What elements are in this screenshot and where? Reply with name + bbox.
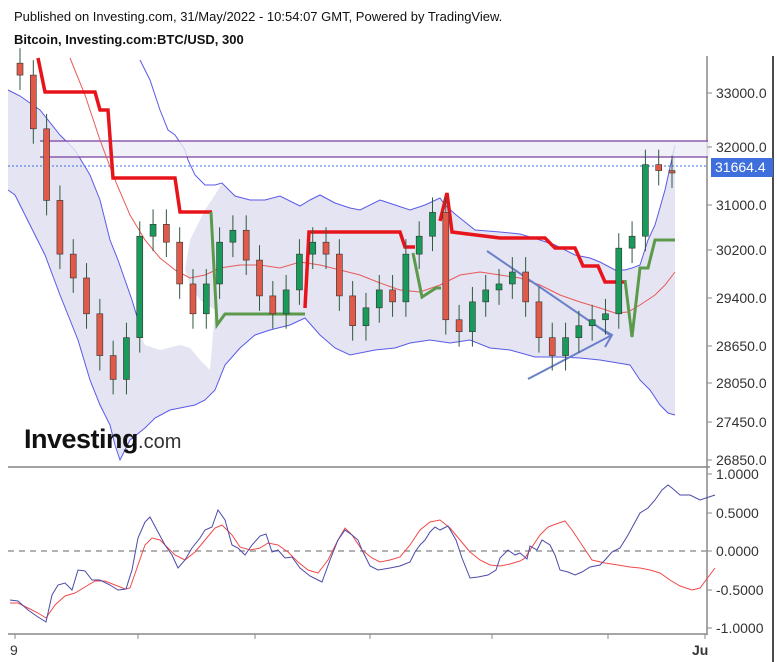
- moving-average-line: [69, 57, 676, 314]
- triangle-arrowhead: [599, 327, 614, 348]
- oscillator-slow-line: [10, 519, 716, 619]
- osc-tick: 0.5000: [716, 505, 759, 521]
- osc-tick: 0.0000: [716, 543, 759, 559]
- time-label: 9: [10, 642, 18, 658]
- price-tick: 26850.0: [716, 452, 767, 468]
- oscillator-axis-ticks: 1.0000 0.5000 0.0000 -0.5000 -1.0000: [707, 466, 764, 636]
- time-label: Ju: [692, 642, 708, 658]
- price-tick: 33000.0: [716, 85, 767, 101]
- price-tick: 27450.0: [716, 414, 767, 430]
- price-tick: 28650.0: [716, 338, 767, 354]
- price-tick: 29400.0: [716, 290, 767, 306]
- last-price-tag: 31664.4: [711, 158, 773, 177]
- price-tick: 32000.0: [716, 139, 767, 155]
- triangle-lower-trendline: [527, 334, 613, 380]
- price-tick: 31000.0: [716, 197, 767, 213]
- osc-tick: 1.0000: [716, 466, 759, 482]
- osc-tick: -1.0000: [716, 620, 764, 636]
- price-axis-ticks: 33000.0 32000.0 31000.0 30200.0 29400.0 …: [707, 85, 767, 468]
- price-tick: 28050.0: [716, 375, 767, 391]
- published-caption: Published on Investing.com, 31/May/2022 …: [14, 9, 503, 24]
- bollinger-upper: [7, 59, 676, 336]
- logo-suffix: .com: [138, 431, 182, 453]
- candlesticks: [16, 48, 676, 395]
- bollinger-lower: [7, 189, 676, 462]
- logo-main: Investing: [24, 424, 139, 454]
- time-axis: 9 Ju: [10, 634, 708, 658]
- supertrend-resistance: [36, 57, 625, 309]
- oscillator-fast-line: [9, 484, 716, 623]
- investing-logo: Investing.com: [24, 424, 181, 455]
- price-tick: 30200.0: [716, 242, 767, 258]
- supertrend-support: [209, 211, 675, 338]
- chart-symbol-title: Bitcoin, Investing.com:BTC/USD, 300: [14, 32, 244, 47]
- resistance-zone: [40, 141, 710, 157]
- osc-tick: -0.5000: [716, 582, 764, 598]
